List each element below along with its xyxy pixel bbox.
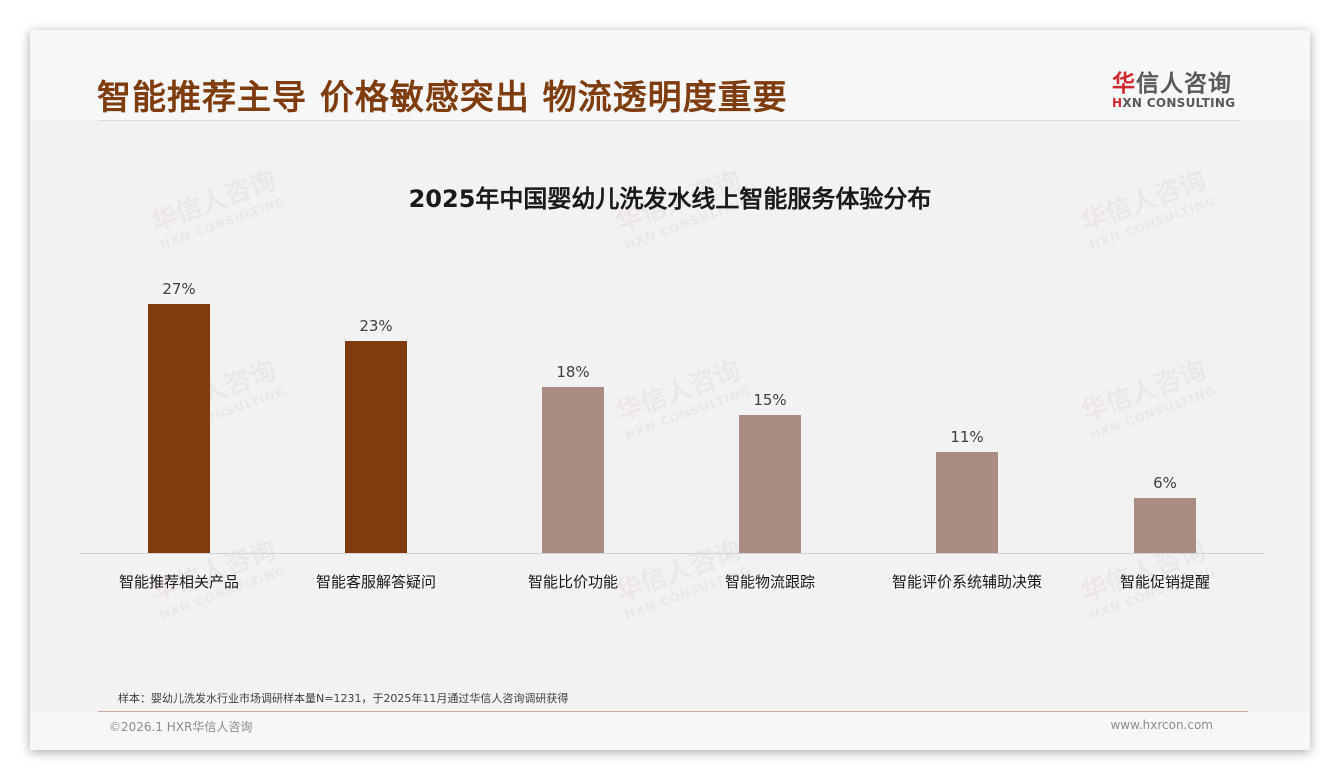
category-label: 智能评价系统辅助决策: [891, 573, 1042, 591]
category-label: 智能客服解答疑问: [315, 573, 436, 591]
company-logo: 华信人咨询 HXN CONSULTING: [1112, 64, 1242, 110]
category-label: 智能促销提醒: [1119, 573, 1210, 591]
bar[interactable]: [936, 452, 998, 553]
category-label: 智能物流跟踪: [724, 573, 815, 591]
bar-value-label: 11%: [950, 428, 984, 446]
bar[interactable]: [739, 415, 801, 553]
bar-value-label: 18%: [556, 363, 590, 381]
logo-cn-text: 华信人咨询: [1112, 71, 1232, 97]
bar-value-label: 15%: [753, 391, 787, 409]
bar-value-label: 23%: [359, 317, 393, 335]
bar[interactable]: [542, 387, 604, 553]
slide-card: 智能推荐主导 价格敏感突出 物流透明度重要 华信人咨询 HXN CONSULTI…: [30, 30, 1310, 750]
bar[interactable]: [148, 304, 210, 553]
chart-title: 2025年中国婴幼儿洗发水线上智能服务体验分布: [408, 185, 932, 213]
footer-divider: [98, 711, 1248, 712]
bar-chart: 27% 智能推荐相关产品 23% 智能客服解答疑问 18% 智能比价功能 15% 智能物流跟踪…: [30, 30, 1310, 750]
category-label: 智能推荐相关产品: [118, 573, 239, 591]
header-divider: [98, 120, 1240, 121]
logo-en-text: HXN CONSULTING: [1112, 96, 1236, 110]
bar[interactable]: [345, 341, 407, 553]
footer-band: [30, 712, 1310, 750]
x-axis-line: [80, 553, 1264, 554]
website-link[interactable]: www.hxrcon.com: [1110, 718, 1213, 732]
bar-value-label: 27%: [162, 280, 196, 298]
header-band: [30, 30, 1310, 120]
bar[interactable]: [1134, 498, 1196, 553]
copyright-text: ©2026.1 HXR华信人咨询: [109, 720, 253, 734]
bar-value-label: 6%: [1153, 474, 1177, 492]
page-title: 智能推荐主导 价格敏感突出 物流透明度重要: [97, 78, 788, 118]
category-label: 智能比价功能: [527, 573, 618, 591]
sample-note: 样本：婴幼儿洗发水行业市场调研样本量N=1231，于2025年11月通过华信人咨…: [118, 692, 569, 705]
